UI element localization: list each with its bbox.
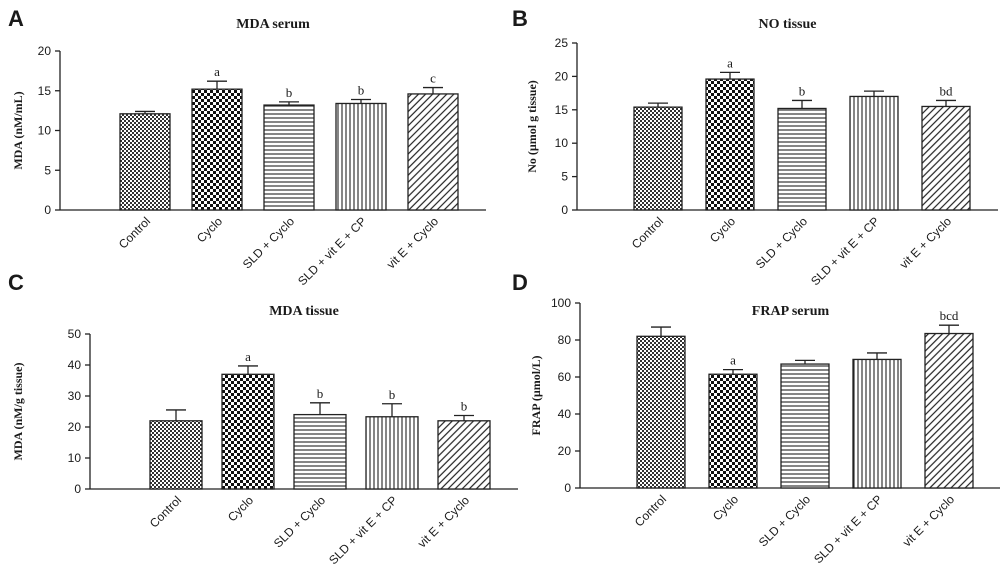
bar-vit-e-cyclo <box>437 420 491 490</box>
x-tick-label: SLD + Cyclo <box>271 493 329 551</box>
significance-label: b <box>317 386 324 401</box>
y-tick-label: 5 <box>44 163 51 177</box>
x-tick-label: SLD + Cyclo <box>756 492 814 550</box>
panel-letter: D <box>512 270 528 295</box>
bar-sld-vit-e-cp <box>365 416 419 490</box>
x-tick-label: Control <box>632 492 669 529</box>
x-tick-label: Cyclo <box>225 493 256 524</box>
x-tick-label: vit E + Cyclo <box>384 214 442 272</box>
bar-vit-e-cyclo <box>921 105 971 211</box>
y-tick-label: 60 <box>558 370 572 384</box>
y-tick-label: 100 <box>551 296 571 310</box>
bar-sld-cyclo <box>777 107 827 211</box>
x-tick-label: Control <box>147 493 184 530</box>
y-tick-label: 15 <box>38 84 52 98</box>
significance-label: bd <box>940 83 954 98</box>
significance-label: a <box>730 353 736 368</box>
x-tick-label: SLD + vit E + CP <box>811 492 885 566</box>
chart-title: MDA serum <box>236 17 310 32</box>
bar-sld-cyclo <box>293 413 347 490</box>
x-tick-label: vit E + Cyclo <box>900 492 958 550</box>
y-tick-label: 30 <box>68 389 82 403</box>
x-tick-label: SLD + vit E + CP <box>295 214 369 288</box>
bar-control <box>633 106 683 211</box>
bar-control <box>119 113 171 211</box>
y-tick-label: 20 <box>68 420 82 434</box>
significance-label: c <box>430 71 436 86</box>
y-tick-label: 10 <box>555 136 569 150</box>
x-tick-label: Control <box>116 214 153 251</box>
y-axis-label: FRAP (µmol/L) <box>529 356 543 436</box>
significance-label: b <box>461 399 468 414</box>
panel-letter: C <box>8 270 24 295</box>
panel-b: B NO tissue No (µmol g tissue) 0 5 10 15 20 25 Co… <box>512 6 998 288</box>
y-tick-label: 0 <box>74 482 81 496</box>
y-axis-label: MDA (nM/mL) <box>11 91 25 169</box>
bar-sld-vit-e-cp <box>849 95 899 211</box>
y-tick-label: 0 <box>561 203 568 217</box>
significance-label: a <box>727 55 733 70</box>
y-axis-label: No (µmol g tissue) <box>525 80 539 173</box>
bar-cyclo <box>191 88 243 211</box>
significance-label: b <box>286 85 293 100</box>
x-tick-label: Cyclo <box>710 492 741 523</box>
bar-cyclo <box>705 78 755 211</box>
y-tick-label: 40 <box>558 407 572 421</box>
y-tick-label: 40 <box>68 358 82 372</box>
panel-d: D FRAP serum FRAP (µmol/L) 0 20 40 60 80 100 Cont… <box>512 270 1000 566</box>
significance-label: b <box>799 83 806 98</box>
bar-sld-vit-e-cp <box>852 358 902 489</box>
panel-letter: A <box>8 6 24 31</box>
significance-label: b <box>358 82 365 97</box>
y-tick-label: 20 <box>555 69 569 83</box>
significance-label: b <box>389 387 396 402</box>
y-tick-label: 15 <box>555 103 569 117</box>
significance-label: a <box>245 349 251 364</box>
significance-label: bcd <box>940 308 959 323</box>
bar-sld-cyclo <box>263 104 315 211</box>
panel-letter: B <box>512 6 528 31</box>
y-tick-label: 10 <box>68 451 82 465</box>
x-tick-label: SLD + Cyclo <box>240 214 298 272</box>
x-tick-label: vit E + Cyclo <box>415 493 473 551</box>
x-tick-label: vit E + Cyclo <box>897 214 955 272</box>
y-tick-label: 20 <box>38 44 52 58</box>
y-tick-label: 10 <box>38 124 52 138</box>
y-tick-label: 50 <box>68 327 82 341</box>
x-tick-label: SLD + Cyclo <box>753 214 811 272</box>
x-tick-label: Cyclo <box>194 214 225 245</box>
chart-title: FRAP serum <box>752 304 830 319</box>
panel-a: A MDA serum MDA (nM/mL) 0 5 10 15 20 Control a Cyc… <box>8 6 486 288</box>
y-tick-label: 20 <box>558 444 572 458</box>
y-tick-label: 0 <box>564 481 571 495</box>
chart-title: MDA tissue <box>269 304 339 319</box>
bar-sld-vit-e-cp <box>335 102 387 211</box>
x-tick-label: Cyclo <box>707 214 738 245</box>
bar-control <box>636 335 686 489</box>
x-tick-label: SLD + vit E + CP <box>326 493 400 567</box>
bar-cyclo <box>708 373 758 489</box>
y-axis-label: MDA (nM/g tissue) <box>11 363 25 461</box>
bar-control <box>149 420 203 490</box>
bar-sld-cyclo <box>780 363 830 489</box>
chart-title: NO tissue <box>759 17 817 32</box>
bar-vit-e-cyclo <box>924 332 974 489</box>
significance-label: a <box>214 64 220 79</box>
y-tick-label: 25 <box>555 36 569 50</box>
bar-vit-e-cyclo <box>407 93 459 211</box>
x-tick-label: SLD + vit E + CP <box>808 214 882 288</box>
bar-cyclo <box>221 373 275 490</box>
y-tick-label: 80 <box>558 333 572 347</box>
y-tick-label: 5 <box>561 170 568 184</box>
panel-c: C MDA tissue MDA (nM/g tissue) 0 10 20 30 40 50 C… <box>8 270 518 567</box>
x-tick-label: Control <box>629 214 666 251</box>
y-tick-label: 0 <box>44 203 51 217</box>
